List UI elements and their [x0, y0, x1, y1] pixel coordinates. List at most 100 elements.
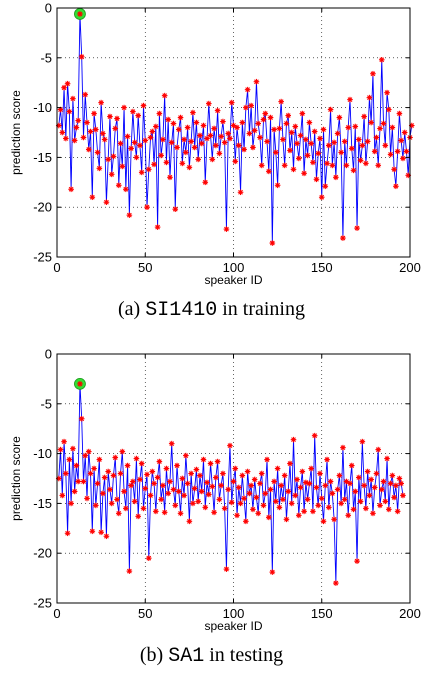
data-point — [393, 482, 399, 489]
data-point — [292, 123, 299, 130]
data-point — [91, 465, 97, 472]
data-point — [135, 513, 141, 520]
data-point — [340, 444, 346, 451]
data-point — [350, 506, 357, 513]
data-point — [343, 162, 350, 169]
data-point — [73, 124, 80, 131]
data-point — [389, 472, 396, 479]
data-point — [294, 476, 300, 483]
data-point — [170, 486, 177, 493]
data-point — [267, 486, 274, 493]
data-point — [160, 136, 166, 143]
data-point — [77, 11, 83, 17]
data-point — [218, 482, 224, 489]
data-point — [149, 468, 156, 475]
data-point — [73, 462, 80, 469]
data-point — [123, 186, 129, 193]
data-point — [235, 142, 242, 149]
data-point — [341, 138, 348, 145]
data-point — [269, 569, 276, 575]
x-tick-label: 0 — [53, 260, 60, 275]
data-point — [75, 117, 81, 124]
data-point — [331, 139, 337, 146]
data-point — [361, 113, 367, 120]
data-point — [285, 488, 292, 495]
data-point — [101, 474, 108, 481]
data-point — [188, 138, 194, 145]
data-point — [191, 485, 198, 492]
data-point — [310, 159, 316, 166]
data-point — [267, 114, 274, 121]
data-point — [181, 492, 187, 499]
data-point — [368, 119, 374, 126]
data-point — [165, 490, 171, 497]
data-point — [384, 89, 390, 96]
data-point — [156, 110, 163, 117]
data-point — [154, 224, 161, 230]
data-point — [363, 505, 369, 512]
data-point — [269, 240, 276, 246]
data-point — [359, 438, 366, 445]
data-point — [158, 152, 164, 159]
data-point — [179, 160, 186, 167]
data-point — [131, 498, 138, 505]
data-point — [378, 486, 385, 493]
data-point — [276, 125, 283, 132]
data-point — [121, 488, 127, 495]
series-line — [58, 383, 404, 584]
data-point — [80, 478, 87, 485]
data-point — [138, 169, 145, 176]
data-point — [140, 505, 147, 512]
data-point — [398, 480, 404, 487]
data-point — [294, 140, 300, 147]
data-point — [170, 120, 177, 127]
data-point — [151, 161, 157, 168]
data-point — [172, 502, 179, 509]
data-point — [84, 495, 90, 502]
data-point — [93, 502, 99, 509]
data-point — [82, 452, 89, 459]
panel-b: 0 50 100 150 200 0 -5 -10 -15 -20 -25 speaker ID pre… — [9, 347, 421, 634]
data-point — [304, 152, 311, 159]
data-point — [115, 182, 122, 189]
data-point — [333, 174, 339, 181]
data-point — [241, 495, 247, 502]
data-point — [119, 163, 126, 170]
data-point — [94, 149, 101, 156]
data-point — [250, 506, 256, 513]
data-point — [137, 476, 143, 483]
data-point — [144, 204, 150, 210]
data-point — [209, 483, 216, 490]
data-point — [244, 86, 251, 93]
data-point — [391, 166, 397, 173]
data-point — [91, 110, 97, 117]
data-point — [345, 124, 352, 131]
data-point — [61, 84, 67, 91]
data-point — [225, 130, 232, 137]
data-point — [190, 109, 196, 116]
data-point — [228, 499, 235, 506]
data-point — [373, 470, 380, 477]
data-point — [320, 518, 327, 525]
caption-b-code: SA1 — [168, 645, 205, 668]
data-point — [221, 139, 228, 146]
data-point — [253, 494, 260, 501]
data-point — [297, 132, 304, 139]
data-point — [205, 491, 212, 498]
data-point — [123, 505, 129, 512]
y-tick-label: -25 — [33, 250, 52, 265]
data-point — [93, 126, 99, 133]
data-point — [380, 478, 387, 485]
data-point — [147, 134, 154, 141]
data-point — [239, 472, 246, 479]
data-point — [348, 462, 355, 469]
data-point — [184, 124, 191, 131]
data-point — [191, 144, 198, 151]
data-point — [197, 132, 203, 139]
data-point — [137, 142, 143, 149]
data-point — [75, 478, 81, 485]
data-point — [57, 446, 64, 453]
data-point — [100, 490, 106, 497]
data-point — [195, 156, 201, 163]
data-point — [68, 500, 74, 507]
